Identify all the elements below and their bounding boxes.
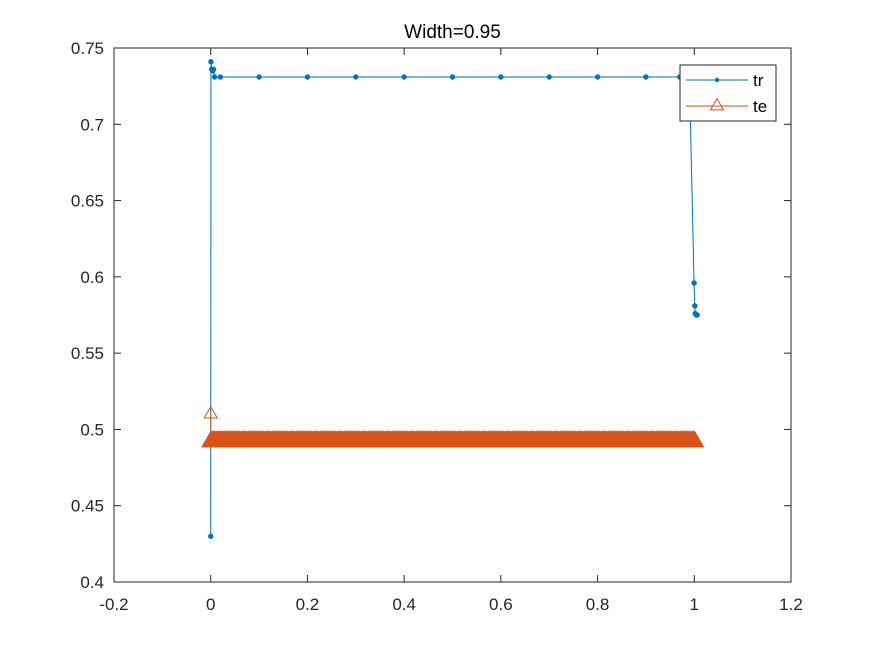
data-point-tr [208, 59, 214, 65]
data-point-tr [692, 303, 698, 309]
x-tick-label: 0.2 [296, 595, 320, 614]
y-tick-label: 0.6 [80, 268, 104, 287]
data-point-tr [217, 74, 224, 80]
y-tick-label: 0.5 [80, 420, 104, 439]
legend-label-tr: tr [753, 71, 764, 90]
data-point-tr [353, 74, 359, 80]
axes-box [113, 47, 792, 583]
legend-marker-tr [714, 77, 720, 83]
y-tick-label: 0.7 [80, 115, 104, 134]
data-point-tr [498, 74, 504, 80]
x-tick-label: 0 [206, 595, 215, 614]
series-te [201, 405, 705, 448]
x-tick-label: 1 [690, 595, 699, 614]
series-layer [201, 59, 705, 539]
y-tick-label: 0.4 [80, 573, 104, 592]
data-point-tr [691, 280, 697, 286]
data-point-tr [208, 533, 214, 539]
y-tick-label: 0.45 [71, 497, 104, 516]
data-point-tr [449, 74, 456, 80]
data-point-te [203, 405, 219, 419]
y-tick-label: 0.65 [71, 192, 104, 211]
data-point-tr [643, 74, 649, 80]
legend-label-te: te [753, 97, 767, 116]
legend: tr te [679, 64, 777, 122]
data-point-tr [304, 74, 311, 80]
ticks-layer: -0.2 0 0.2 0.4 0.6 0.8 1 1.2 0.4 0.45 0.5 0.55 0.6 0.… [71, 39, 803, 614]
data-point-tr [594, 74, 601, 80]
data-point-te [684, 430, 705, 448]
data-point-tr [210, 66, 217, 73]
data-point-tr [211, 74, 218, 80]
x-tick-label: 1.2 [779, 595, 803, 614]
legend-marker-te [709, 97, 725, 111]
plot-area [114, 48, 791, 582]
x-tick-label: 0.8 [586, 595, 610, 614]
data-point-tr [546, 74, 552, 80]
x-tick-label: -0.2 [99, 595, 128, 614]
chart-title: Width=0.95 [404, 22, 501, 43]
y-tick-label: 0.75 [71, 39, 104, 58]
data-point-tr [256, 74, 262, 80]
data-point-tr [401, 74, 407, 80]
y-tick-label: 0.55 [71, 344, 104, 363]
legend-box [679, 64, 777, 122]
x-tick-label: 0.4 [392, 595, 416, 614]
x-tick-label: 0.6 [489, 595, 513, 614]
series-tr [208, 59, 700, 539]
data-point-tr [694, 312, 700, 318]
